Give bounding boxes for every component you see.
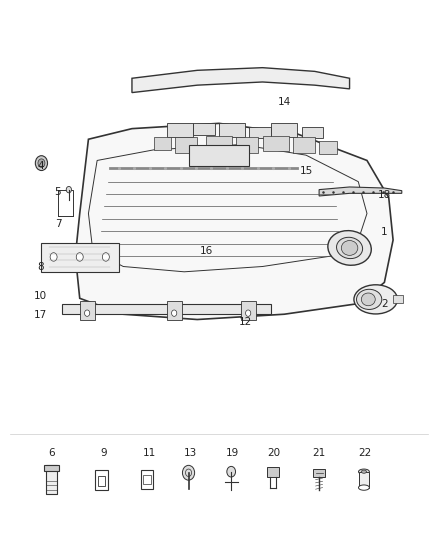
Text: 20: 20 xyxy=(267,448,280,458)
Text: 5: 5 xyxy=(55,187,61,197)
Bar xyxy=(193,123,215,135)
Circle shape xyxy=(246,310,251,317)
Text: 10: 10 xyxy=(34,290,47,301)
Text: 21: 21 xyxy=(312,448,326,458)
Bar xyxy=(359,472,369,488)
Text: 16: 16 xyxy=(199,246,212,256)
Bar xyxy=(267,467,279,477)
Circle shape xyxy=(172,310,177,317)
Text: 12: 12 xyxy=(238,317,252,327)
Text: 19: 19 xyxy=(226,448,239,458)
Text: 2: 2 xyxy=(381,298,388,309)
Text: 9: 9 xyxy=(100,448,107,458)
Bar xyxy=(250,126,271,138)
Bar xyxy=(95,470,108,490)
Bar xyxy=(143,475,151,484)
Bar xyxy=(99,475,105,486)
Text: 1: 1 xyxy=(381,227,388,237)
Bar xyxy=(58,190,73,216)
Bar xyxy=(41,243,119,272)
Bar xyxy=(44,465,59,471)
Text: 4: 4 xyxy=(37,161,44,171)
Circle shape xyxy=(38,159,45,167)
Bar xyxy=(293,136,315,152)
Ellipse shape xyxy=(354,285,397,314)
Text: 14: 14 xyxy=(278,97,291,107)
Text: 22: 22 xyxy=(358,448,371,458)
Bar xyxy=(271,123,297,136)
Bar xyxy=(206,136,232,151)
Bar xyxy=(302,126,323,138)
Circle shape xyxy=(183,465,194,480)
Ellipse shape xyxy=(358,485,369,490)
Text: 11: 11 xyxy=(143,448,156,458)
Text: 17: 17 xyxy=(34,310,47,320)
Ellipse shape xyxy=(361,293,375,306)
Bar xyxy=(188,144,250,166)
Circle shape xyxy=(85,310,90,317)
Bar xyxy=(176,136,197,152)
Bar xyxy=(219,123,245,136)
Bar xyxy=(141,470,153,489)
Bar xyxy=(167,123,193,136)
Bar xyxy=(262,136,289,151)
Ellipse shape xyxy=(336,237,363,259)
Circle shape xyxy=(102,253,110,261)
Bar xyxy=(241,301,256,319)
Bar xyxy=(393,295,403,303)
Bar xyxy=(46,465,57,494)
Text: 6: 6 xyxy=(48,448,55,458)
Ellipse shape xyxy=(358,469,369,474)
Ellipse shape xyxy=(328,231,371,265)
PathPatch shape xyxy=(132,68,350,93)
Text: 7: 7 xyxy=(55,219,61,229)
Bar xyxy=(237,136,258,152)
Bar xyxy=(319,141,336,154)
Bar xyxy=(80,301,95,319)
Bar xyxy=(314,469,325,477)
Bar xyxy=(62,304,271,314)
PathPatch shape xyxy=(319,187,402,196)
Circle shape xyxy=(50,253,57,261)
Circle shape xyxy=(66,187,71,193)
Ellipse shape xyxy=(361,470,367,473)
Ellipse shape xyxy=(357,289,382,310)
PathPatch shape xyxy=(75,123,393,319)
Text: 8: 8 xyxy=(37,262,44,271)
Circle shape xyxy=(35,156,47,171)
Circle shape xyxy=(227,466,236,477)
Bar xyxy=(61,203,69,216)
Text: 18: 18 xyxy=(378,190,391,200)
Text: 15: 15 xyxy=(300,166,313,176)
Text: 13: 13 xyxy=(184,448,198,458)
Bar xyxy=(167,301,182,319)
Circle shape xyxy=(76,253,83,261)
Ellipse shape xyxy=(341,240,358,255)
Bar xyxy=(154,136,171,150)
